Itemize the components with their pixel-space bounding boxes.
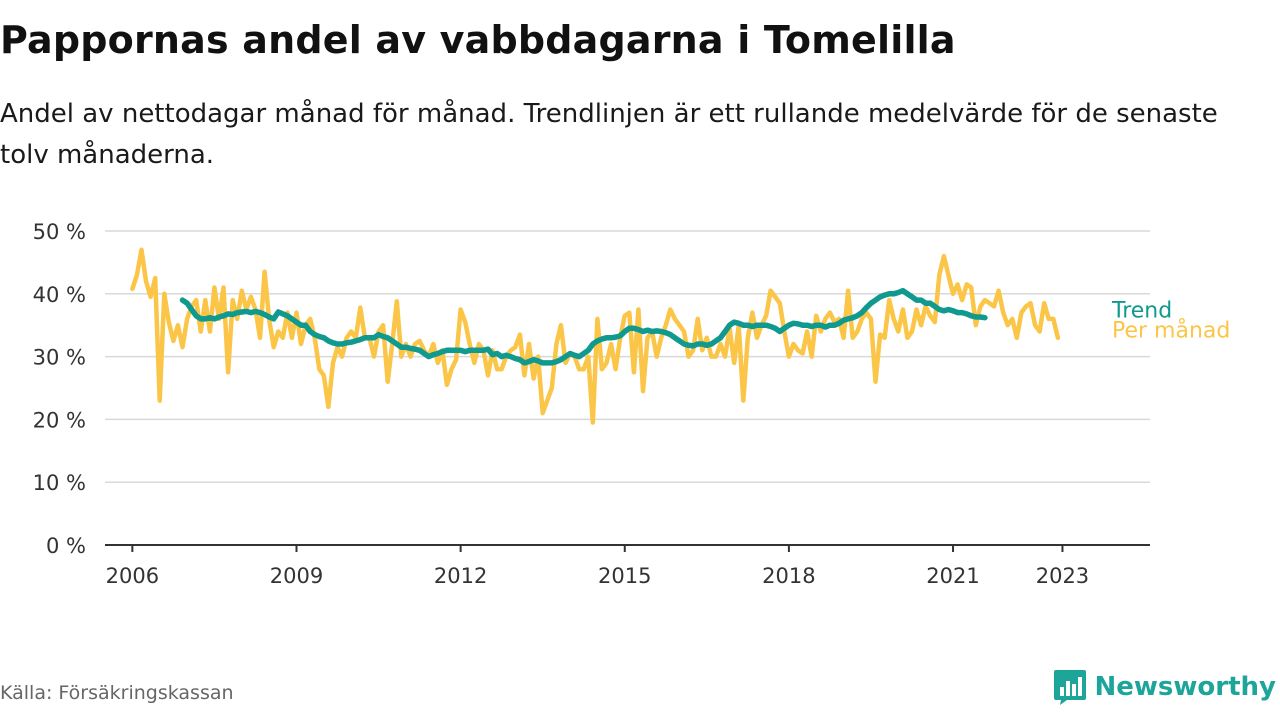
gridlines (105, 230, 1150, 546)
y-tick-label: 50 % (33, 220, 86, 244)
x-tick-label: 2006 (106, 564, 159, 588)
y-tick-label: 20 % (33, 408, 86, 432)
x-tick-label: 2015 (598, 564, 651, 588)
y-tick-label: 40 % (33, 283, 86, 307)
series-lines (130, 247, 1061, 425)
trend-series-line (179, 287, 988, 366)
brand-logo: Newsworthy (1053, 668, 1276, 706)
x-tick-label: 2009 (270, 564, 323, 588)
x-axis-ticks: 2006 2009 2012 2015 2018 2021 2023 (106, 545, 1089, 588)
y-tick-label: 10 % (33, 471, 86, 495)
brand-name: Newsworthy (1094, 672, 1276, 702)
monthly-label: Per månad (1112, 318, 1230, 344)
line-chart: 0 % 10 % 20 % 30 % 40 % 50 % 2006 2009 2012 2015… (33, 220, 1231, 588)
source-note: Källa: Försäkringskassan (0, 682, 234, 704)
x-tick-label: 2018 (762, 564, 815, 588)
bar-chart-icon (1053, 670, 1086, 705)
chart-subtitle: Andel av nettodagar månad för månad. Tre… (0, 99, 1218, 170)
y-tick-label: 30 % (33, 346, 86, 370)
y-tick-label: 0 % (46, 534, 86, 558)
trend-label: Trend (1111, 299, 1172, 324)
x-tick-label: 2023 (1036, 564, 1089, 588)
x-tick-label: 2021 (926, 564, 979, 588)
x-tick-label: 2012 (434, 564, 487, 588)
chart-title: Pappornas andel av vabbdagarna i Tomelil… (0, 18, 956, 62)
y-axis-ticks: 0 % 10 % 20 % 30 % 40 % 50 % (33, 220, 86, 558)
monthly-series-line (130, 247, 1061, 425)
